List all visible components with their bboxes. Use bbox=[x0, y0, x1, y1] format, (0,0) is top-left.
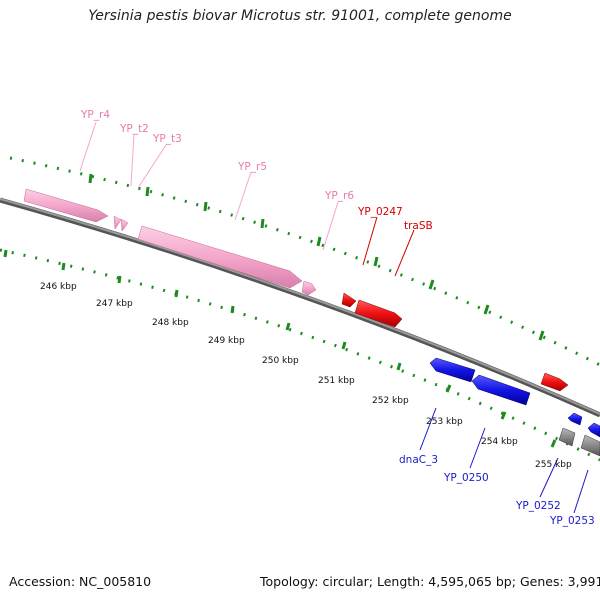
label-YP-t3: YP_t3 bbox=[152, 133, 182, 145]
label-YP-0253: YP_0253 bbox=[549, 515, 595, 527]
gene-YP-0252[interactable] bbox=[567, 412, 583, 426]
map-title: Yersinia pestis biovar Microtus str. 910… bbox=[88, 8, 512, 24]
length-label: Length: bbox=[376, 574, 425, 589]
gene-YP-0253[interactable] bbox=[587, 422, 600, 438]
label-YP-0252: YP_0252 bbox=[515, 500, 561, 512]
leader-YP-t2 bbox=[130, 133, 135, 187]
gene-YP-0247[interactable] bbox=[341, 292, 357, 308]
scale-label-248: 248 kbp bbox=[152, 318, 189, 328]
feature-YP-r6[interactable] bbox=[301, 280, 317, 296]
scale-label-252: 252 kbp bbox=[372, 396, 409, 406]
gene-traSB[interactable] bbox=[354, 299, 403, 328]
accession-info: Accession: NC_005810 bbox=[9, 574, 151, 589]
gene-YP-0250[interactable] bbox=[471, 374, 531, 406]
leader-YP-r6 bbox=[322, 201, 339, 251]
genome-backbone bbox=[0, 197, 600, 418]
genes-label: Genes: bbox=[519, 574, 564, 589]
genes-value: 3,991 bbox=[567, 574, 600, 589]
feature-YP-r5[interactable] bbox=[137, 225, 303, 289]
accession-value: NC_005810 bbox=[79, 574, 152, 589]
label-YP-t2: YP_t2 bbox=[119, 123, 149, 135]
label-YP-0250: YP_0250 bbox=[443, 472, 489, 484]
topology-label: Topology: bbox=[260, 574, 319, 589]
leader-YP-0250 bbox=[469, 427, 486, 469]
inner-scale-ticks bbox=[3, 249, 557, 448]
feature-YP-t2[interactable] bbox=[113, 215, 122, 230]
accession-label: Accession: bbox=[9, 574, 76, 589]
label-dnaC-3: dnaC_3 bbox=[399, 454, 438, 466]
scale-label-249: 249 kbp bbox=[208, 336, 245, 346]
leader-YP-0252 bbox=[539, 457, 559, 498]
scale-label-250: 250 kbp bbox=[262, 356, 299, 366]
leader-YP-r5 bbox=[234, 171, 252, 221]
outer-scale-ring bbox=[9, 156, 600, 367]
gene-right-edge[interactable] bbox=[540, 372, 569, 392]
scale-label-251: 251 kbp bbox=[318, 376, 355, 386]
label-YP-r4: YP_r4 bbox=[80, 109, 110, 121]
feature-YP-r4[interactable] bbox=[23, 188, 109, 223]
gene-dnaC-3[interactable] bbox=[429, 357, 476, 383]
leader-YP-0253 bbox=[573, 469, 589, 514]
leader-dnaC-3 bbox=[419, 407, 437, 451]
leader-traSB bbox=[394, 229, 415, 277]
length-value: 4,595,065 bp bbox=[428, 574, 512, 589]
topology-value: circular bbox=[322, 574, 369, 589]
feature-grey-2[interactable] bbox=[580, 434, 600, 457]
label-traSB: traSB bbox=[404, 220, 433, 232]
leader-YP-r4 bbox=[79, 121, 97, 172]
outer-scale-ticks bbox=[88, 173, 545, 341]
leader-YP-0247 bbox=[362, 216, 378, 266]
feature-grey-1[interactable] bbox=[558, 427, 576, 447]
scale-label-247: 247 kbp bbox=[96, 299, 133, 309]
scale-label-253: 253 kbp bbox=[426, 417, 463, 427]
feature-YP-t3[interactable] bbox=[120, 218, 129, 232]
leader-YP-t3 bbox=[137, 144, 167, 189]
scale-label-246: 246 kbp bbox=[40, 282, 77, 292]
label-YP-r5: YP_r5 bbox=[237, 161, 267, 173]
scale-label-254: 254 kbp bbox=[481, 437, 518, 447]
scale-label-255: 255 kbp bbox=[535, 460, 572, 470]
label-YP-0247: YP_0247 bbox=[357, 206, 403, 218]
label-YP-r6: YP_r6 bbox=[324, 190, 354, 202]
genome-stats: Topology: circular; Length: 4,595,065 bp… bbox=[260, 574, 600, 589]
